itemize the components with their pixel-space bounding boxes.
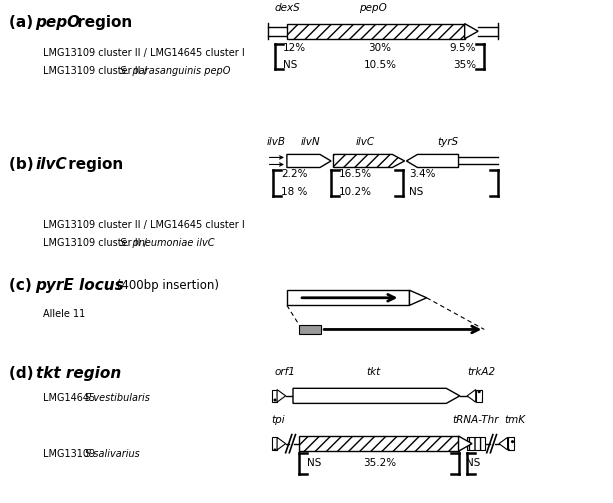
Text: pepO: pepO	[359, 3, 387, 13]
Polygon shape	[277, 437, 286, 450]
Text: NS: NS	[409, 187, 424, 197]
Bar	[287, 24, 465, 39]
Text: 10.2%: 10.2%	[339, 187, 372, 197]
Polygon shape	[467, 389, 476, 402]
Polygon shape	[277, 389, 286, 402]
Bar	[272, 390, 277, 402]
Text: S. parasanguinis pepO: S. parasanguinis pepO	[120, 66, 230, 76]
Text: (a): (a)	[9, 15, 39, 30]
Text: NS: NS	[283, 60, 297, 70]
Text: 16.5%: 16.5%	[339, 169, 372, 179]
Text: 9.5%: 9.5%	[450, 43, 476, 53]
Bar	[467, 437, 485, 450]
Text: S.vestibularis: S.vestibularis	[85, 393, 150, 403]
Text: orf1: orf1	[275, 367, 295, 377]
FancyArrow shape	[406, 154, 459, 167]
Bar	[287, 290, 409, 305]
Text: 12%: 12%	[283, 43, 306, 53]
Text: 18 %: 18 %	[281, 187, 307, 197]
Polygon shape	[499, 437, 508, 450]
Text: tkt: tkt	[367, 367, 381, 377]
Text: S.salivarius: S.salivarius	[85, 449, 140, 459]
Polygon shape	[459, 436, 472, 451]
Bar	[299, 325, 321, 334]
Text: ilvB: ilvB	[267, 137, 285, 147]
Text: LMG14645: LMG14645	[43, 393, 98, 403]
Text: 35%: 35%	[453, 60, 476, 70]
FancyArrow shape	[287, 154, 331, 167]
FancyArrow shape	[293, 388, 460, 403]
Text: 10.5%: 10.5%	[364, 60, 397, 70]
Bar	[272, 437, 277, 450]
Text: LMG13109 cluster II /: LMG13109 cluster II /	[43, 238, 150, 248]
Text: 2.2%: 2.2%	[281, 169, 307, 179]
Text: pyrE locus: pyrE locus	[36, 278, 124, 293]
Text: ilvC: ilvC	[36, 157, 67, 173]
Text: ilvC: ilvC	[356, 137, 375, 147]
Text: 30%: 30%	[368, 43, 392, 53]
Text: tmK: tmK	[504, 415, 525, 425]
Polygon shape	[465, 24, 478, 39]
Text: tyrS: tyrS	[437, 137, 458, 147]
Text: pepO: pepO	[36, 15, 81, 30]
Text: (c): (c)	[9, 278, 37, 293]
Bar	[299, 436, 459, 451]
Text: region: region	[63, 157, 123, 173]
Text: 35.2%: 35.2%	[364, 458, 397, 468]
Text: (d): (d)	[9, 366, 39, 381]
Text: tRNA-Thr: tRNA-Thr	[452, 415, 499, 425]
Text: LMG13109 cluster II / LMG14645 cluster I: LMG13109 cluster II / LMG14645 cluster I	[43, 48, 245, 58]
Text: ilvN: ilvN	[301, 137, 321, 147]
Text: tkt region: tkt region	[36, 366, 121, 381]
Text: NS: NS	[466, 458, 480, 468]
Text: S. pneumoniae ilvC: S. pneumoniae ilvC	[120, 238, 214, 248]
Text: 3.4%: 3.4%	[409, 169, 436, 179]
Text: tpi: tpi	[272, 415, 285, 425]
Text: trkA2: trkA2	[467, 367, 495, 377]
Text: (400bp insertion): (400bp insertion)	[113, 279, 219, 292]
FancyArrow shape	[333, 154, 405, 167]
Text: Allele 11: Allele 11	[43, 309, 85, 319]
Text: dexS: dexS	[275, 3, 300, 13]
Bar	[476, 390, 482, 402]
Text: NS: NS	[306, 458, 321, 468]
Text: region: region	[72, 15, 132, 30]
Text: (b): (b)	[9, 157, 39, 173]
Bar	[508, 437, 514, 450]
Text: LMG13109 cluster II / LMG14645 cluster I: LMG13109 cluster II / LMG14645 cluster I	[43, 220, 245, 230]
Polygon shape	[409, 290, 427, 305]
Text: LMG13109: LMG13109	[43, 449, 98, 459]
Text: LMG13109 cluster II /: LMG13109 cluster II /	[43, 66, 150, 76]
